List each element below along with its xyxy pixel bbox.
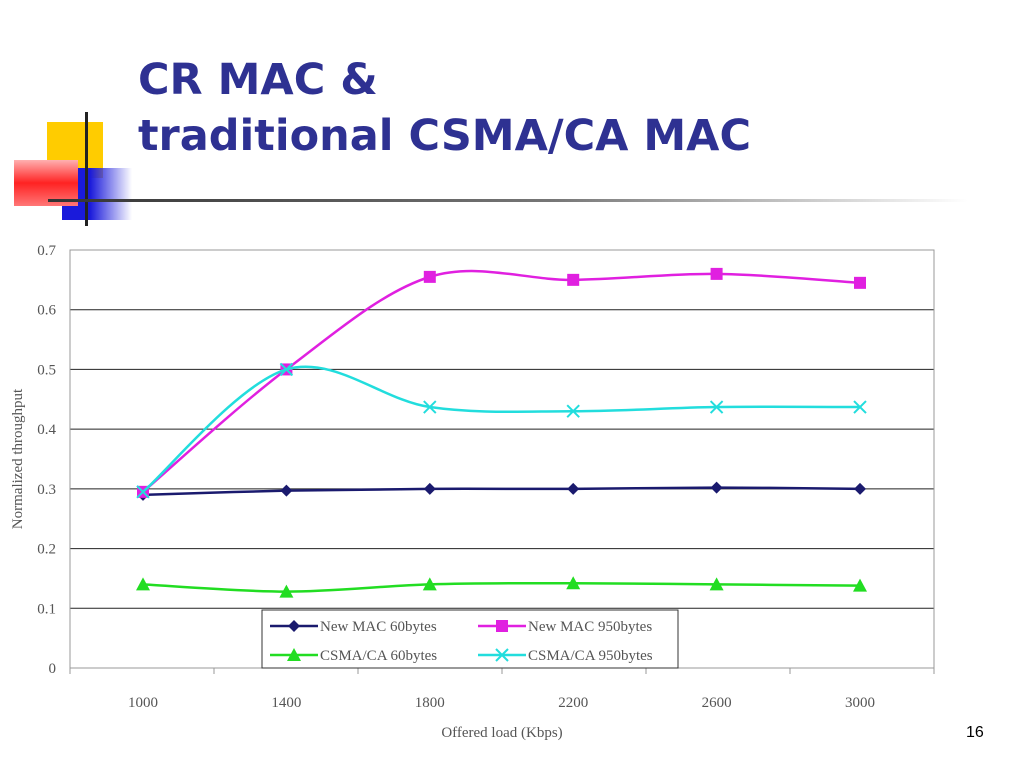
y-axis-label: Normalized throughput	[10, 388, 26, 529]
title-rule	[48, 199, 968, 202]
grid-lines	[70, 309, 934, 609]
legend-item: CSMA/CA 60bytes	[270, 648, 437, 664]
marker-stroke	[495, 648, 509, 662]
marker-stroke	[853, 400, 867, 414]
series-line	[142, 486, 861, 497]
legend-swatch-marker	[495, 648, 509, 662]
series-group	[136, 267, 867, 598]
x-tick-label: 2200	[558, 695, 588, 711]
series-4	[136, 362, 867, 499]
series-1	[137, 481, 866, 501]
slide-title: CR MAC & traditional CSMA/CA MAC	[138, 52, 751, 164]
y-tick-label: 0.7	[37, 243, 56, 259]
x-tick-label: 1800	[415, 695, 445, 711]
data-point	[709, 400, 724, 414]
data-point	[854, 276, 866, 289]
data-point	[423, 482, 436, 495]
deco-red-bar	[14, 160, 78, 206]
legend-label: CSMA/CA 950bytes	[528, 648, 653, 664]
slide-number: 16	[966, 724, 984, 741]
y-tick-label: 0.4	[37, 422, 56, 438]
series-line	[142, 269, 861, 493]
y-tick-labels: 0 0.1 0.2 0.3 0.4 0.5 0.6 0.7	[37, 243, 56, 677]
marker-stroke	[423, 400, 437, 414]
deco-vertical-line	[85, 112, 88, 226]
legend-swatch-marker	[287, 648, 301, 661]
series-line	[142, 365, 861, 493]
legend-swatch-marker	[496, 620, 508, 632]
legend-item: New MAC 60bytes	[270, 619, 437, 635]
plot-frame	[69, 249, 935, 669]
data-point	[136, 485, 150, 499]
data-point	[854, 482, 866, 495]
legend-swatch-marker	[288, 620, 300, 632]
data-point	[566, 404, 580, 418]
x-tick-label: 3000	[845, 695, 875, 711]
x-tick-labels: 1000 1400 1800 2200 2600 3000	[69, 668, 935, 711]
series-line	[142, 581, 861, 593]
data-point	[853, 400, 867, 414]
marker-stroke	[136, 485, 150, 499]
data-point	[567, 273, 580, 286]
y-tick-label: 0.3	[37, 482, 56, 498]
data-point	[279, 362, 294, 377]
data-point	[566, 576, 581, 590]
marker-stroke	[566, 404, 580, 418]
data-point	[710, 267, 723, 280]
legend-label: New MAC 60bytes	[320, 619, 437, 635]
x-tick-label: 2600	[702, 695, 732, 711]
y-tick-label: 0.1	[37, 601, 56, 617]
y-tick-label: 0.5	[37, 362, 56, 378]
legend-label: New MAC 950bytes	[528, 619, 652, 635]
data-point	[136, 577, 150, 591]
data-point	[567, 482, 580, 495]
data-point	[280, 484, 293, 497]
legend-box	[261, 609, 679, 669]
slide-title-line-1: CR MAC &	[138, 55, 378, 105]
data-point	[853, 578, 867, 592]
series-3	[136, 576, 867, 598]
data-point	[279, 584, 294, 598]
legend-item: New MAC 950bytes	[478, 619, 652, 635]
marker-stroke	[709, 400, 724, 414]
slide-title-line-2: traditional CSMA/CA MAC	[138, 111, 752, 161]
data-point	[423, 400, 437, 414]
legend-item: CSMA/CA 950bytes	[478, 648, 653, 664]
legend-label: CSMA/CA 60bytes	[320, 648, 437, 664]
series-2	[137, 267, 866, 498]
x-tick-label: 1000	[128, 695, 158, 711]
legend: New MAC 60bytes New MAC 950bytes CSMA/CA 6…	[261, 609, 679, 669]
x-axis-label: Offered load (Kbps)	[441, 725, 562, 741]
y-tick-label: 0.6	[37, 303, 56, 319]
marker-stroke	[279, 362, 294, 377]
y-tick-label: 0	[49, 661, 57, 677]
data-point	[709, 577, 724, 591]
y-tick-label: 0.2	[37, 542, 56, 558]
x-tick-label: 1400	[271, 695, 301, 711]
data-point	[423, 270, 436, 283]
data-point	[710, 481, 723, 494]
data-point	[422, 577, 437, 591]
